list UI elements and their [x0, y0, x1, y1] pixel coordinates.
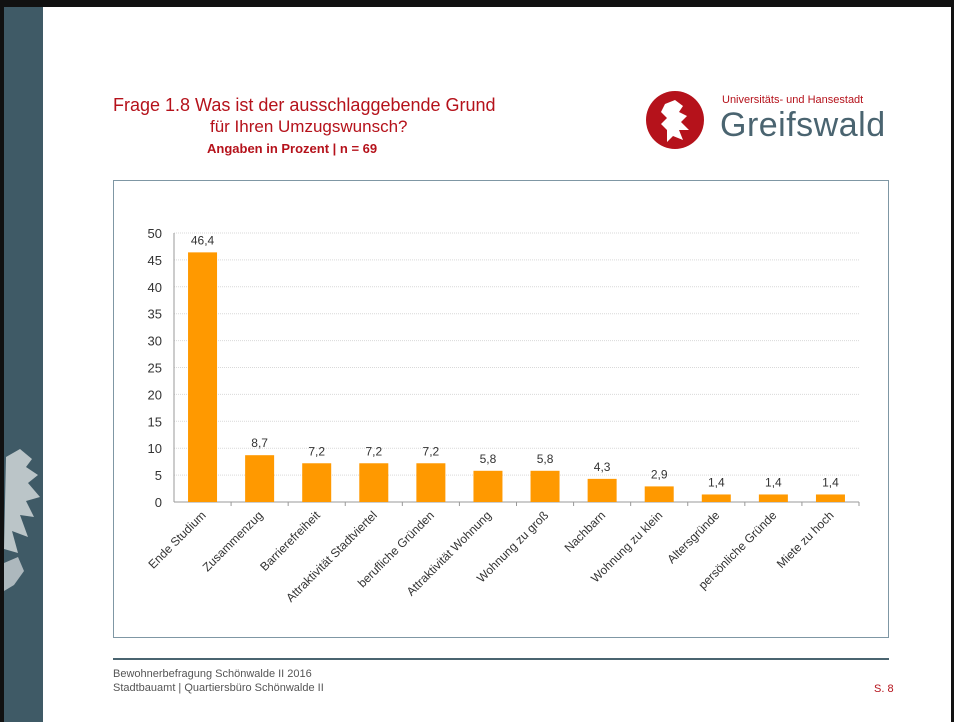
footer-line1: Bewohnerbefragung Schönwalde II 2016: [113, 668, 312, 680]
bar: [587, 478, 617, 502]
data-label: 1,4: [708, 475, 725, 489]
y-tick-label: 10: [148, 441, 162, 456]
slide-frame-top: [0, 0, 954, 7]
slide-frame-right: [951, 0, 954, 722]
page-number: S. 8: [874, 683, 894, 695]
slide-sidebar: [4, 7, 43, 722]
slide-title-line1: Frage 1.8 Was ist der ausschlaggebende G…: [113, 95, 496, 115]
data-label: 8,7: [251, 436, 268, 450]
slide-title-line2: für Ihren Umzugswunsch?: [210, 117, 408, 136]
bar: [359, 463, 389, 502]
data-label: 5,8: [480, 452, 497, 466]
data-label: 7,2: [308, 444, 325, 458]
y-tick-label: 20: [148, 387, 162, 402]
bar: [530, 470, 560, 502]
logo-wordmark: Greifswald: [720, 106, 886, 144]
logo-subtitle: Universitäts- und Hansestadt: [722, 94, 864, 106]
footer-line2: Stadtbauamt | Quartiersbüro Schönwalde I…: [113, 682, 324, 694]
slide-frame-left: [0, 0, 4, 722]
bar: [416, 463, 446, 502]
bar: [473, 470, 503, 502]
data-label: 1,4: [822, 475, 839, 489]
slide-subtitle: Angaben in Prozent | n = 69: [207, 141, 378, 156]
bar: [188, 252, 218, 502]
x-tick-label: Miete zu hoch: [774, 508, 837, 571]
data-label: 4,3: [594, 460, 611, 474]
data-label: 1,4: [765, 475, 782, 489]
y-tick-label: 15: [148, 414, 162, 429]
chart-frame: 0 5 10 15 20 25 30 35 40 45 50 46,4 Ende Studium 8,7 Z…: [113, 180, 889, 638]
data-label: 5,8: [537, 452, 554, 466]
sidebar-griffin-icon: [4, 449, 40, 591]
y-tick-label: 40: [148, 280, 162, 295]
bar: [644, 486, 674, 502]
y-tick-label: 45: [148, 253, 162, 268]
bar-chart: 0 5 10 15 20 25 30 35 40 45 50 46,4 Ende Studium 8,7 Z…: [145, 226, 860, 605]
x-tick-label: Ende Studium: [145, 508, 208, 571]
x-tick-label: Nachbarn: [562, 508, 609, 555]
data-label: 7,2: [365, 444, 382, 458]
y-tick-label: 50: [148, 226, 162, 241]
y-tick-label: 35: [148, 307, 162, 322]
data-label: 2,9: [651, 467, 668, 481]
y-tick-label: 30: [148, 334, 162, 349]
bar: [758, 494, 788, 502]
y-tick-label: 0: [155, 495, 162, 510]
bar: [302, 463, 332, 502]
x-tick-label: Zusammenzug: [200, 508, 266, 574]
footer-divider: [113, 658, 889, 660]
bar: [245, 455, 275, 502]
data-label: 7,2: [423, 444, 440, 458]
x-tick-label: Altersgründe: [664, 508, 722, 566]
y-tick-label: 25: [148, 361, 162, 376]
griffin-seal-icon: [646, 91, 704, 149]
y-tick-label: 5: [155, 468, 162, 483]
bar: [701, 494, 731, 502]
bar: [815, 494, 845, 502]
data-label: 46,4: [191, 233, 215, 247]
